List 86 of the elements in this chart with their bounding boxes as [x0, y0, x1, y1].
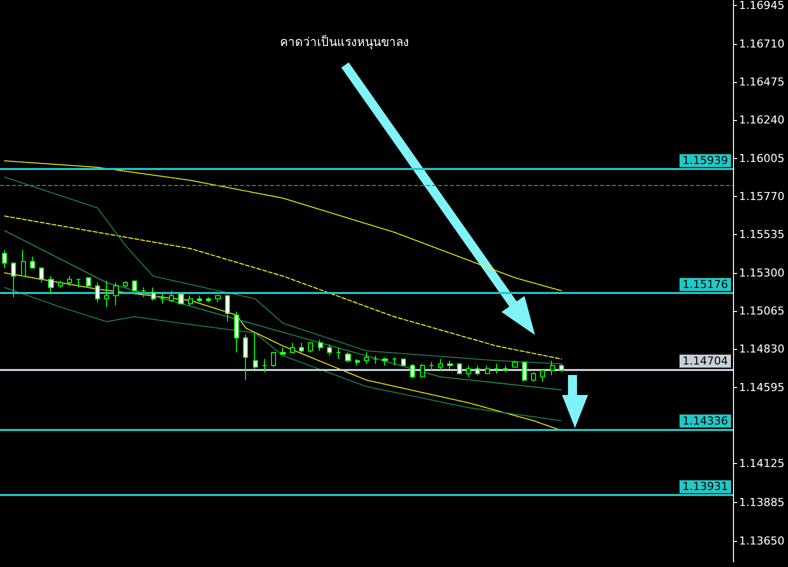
- candlestick: [197, 295, 202, 303]
- candlestick: [123, 280, 128, 288]
- candlestick: [58, 280, 63, 288]
- y-tick-label: 1.13650: [739, 534, 784, 548]
- y-tick-label: 1.15770: [739, 190, 784, 204]
- candlestick: [2, 250, 7, 269]
- candlestick: [345, 352, 351, 363]
- candlestick: [382, 356, 388, 366]
- candlestick: [178, 292, 184, 304]
- candlestick: [243, 334, 248, 381]
- candlestick: [113, 282, 119, 306]
- ref-line-label: 1.14336: [682, 414, 728, 428]
- line-series: [4, 176, 562, 364]
- candlestick: [429, 362, 434, 371]
- candlestick: [86, 277, 91, 288]
- y-tick-label: 1.15065: [739, 304, 784, 318]
- candlestick: [132, 280, 137, 292]
- candlestick: [169, 290, 174, 303]
- candlestick: [392, 356, 397, 366]
- candlestick: [550, 360, 555, 376]
- y-tick-label: 1.14830: [739, 342, 784, 356]
- candlestick: [355, 358, 360, 366]
- candlestick: [512, 360, 518, 368]
- candlestick: [420, 363, 425, 378]
- candlestick: [336, 347, 341, 360]
- candlestick: [188, 295, 193, 306]
- candlestick: [160, 293, 165, 304]
- candlestick: [48, 276, 54, 294]
- candlestick: [76, 278, 81, 288]
- candlestick: [206, 296, 211, 303]
- candlestick: [318, 338, 323, 352]
- candlestick: [531, 371, 536, 382]
- candlestick: [522, 362, 527, 382]
- y-tick-label: 1.13885: [739, 496, 784, 510]
- candlestick: [457, 363, 462, 374]
- candlestick: [39, 268, 44, 284]
- candlestick: [364, 352, 369, 364]
- candlestick: [438, 358, 443, 371]
- line-series: [4, 216, 562, 360]
- y-tick-label: 1.16475: [739, 76, 784, 89]
- candlestick: [373, 355, 378, 364]
- ref-line-label: 1.15176: [682, 278, 728, 292]
- candlestick: [475, 364, 480, 376]
- candlestick: [503, 364, 508, 372]
- candlestick: [141, 286, 146, 298]
- candlestick: [327, 344, 332, 356]
- y-tick-label: 1.16945: [739, 0, 784, 12]
- candlestick: [466, 364, 471, 378]
- candlestick: [67, 276, 72, 286]
- candlestick: [151, 286, 156, 301]
- y-tick-label: 1.14595: [739, 380, 784, 394]
- candlestick: [225, 295, 230, 322]
- candlestick: [290, 342, 295, 353]
- y-tick-label: 1.15535: [739, 228, 784, 242]
- candlestick: [559, 363, 564, 372]
- candlestick: [11, 262, 16, 298]
- line-series: [4, 160, 562, 292]
- line-series: [4, 286, 562, 422]
- y-tick-label: 1.16710: [739, 37, 784, 50]
- ref-line-label: 1.13931: [682, 480, 728, 494]
- y-tick-label: 1.15300: [739, 266, 784, 280]
- ref-line-label: 1.14704: [682, 354, 728, 368]
- line-series: [4, 230, 562, 390]
- candlestick: [308, 342, 313, 353]
- candlestick: [401, 358, 406, 366]
- candlestick: [447, 360, 453, 370]
- candlestick: [494, 363, 499, 374]
- ref-line-label: 1.15939: [682, 154, 728, 168]
- candlestick: [540, 370, 545, 382]
- candlestick: [21, 250, 26, 277]
- candlestick: [262, 358, 267, 372]
- candlestick: [30, 256, 35, 269]
- candlestick: [104, 280, 109, 308]
- y-tick-label: 1.16005: [739, 152, 784, 165]
- candlestick: [299, 342, 304, 353]
- candlestick: [485, 364, 490, 374]
- candlestick: [280, 347, 286, 356]
- y-tick-label: 1.14125: [739, 457, 784, 470]
- candlestick: [215, 295, 221, 303]
- candlestick: [271, 352, 276, 368]
- candlestick: [410, 363, 415, 379]
- y-tick-label: 1.16240: [739, 114, 784, 127]
- candlestick: [253, 332, 258, 370]
- candlestick: [95, 282, 100, 303]
- annotation: คาดว่าเป็นแรงหนุนขาลง: [280, 34, 409, 50]
- candlestick: [234, 311, 239, 353]
